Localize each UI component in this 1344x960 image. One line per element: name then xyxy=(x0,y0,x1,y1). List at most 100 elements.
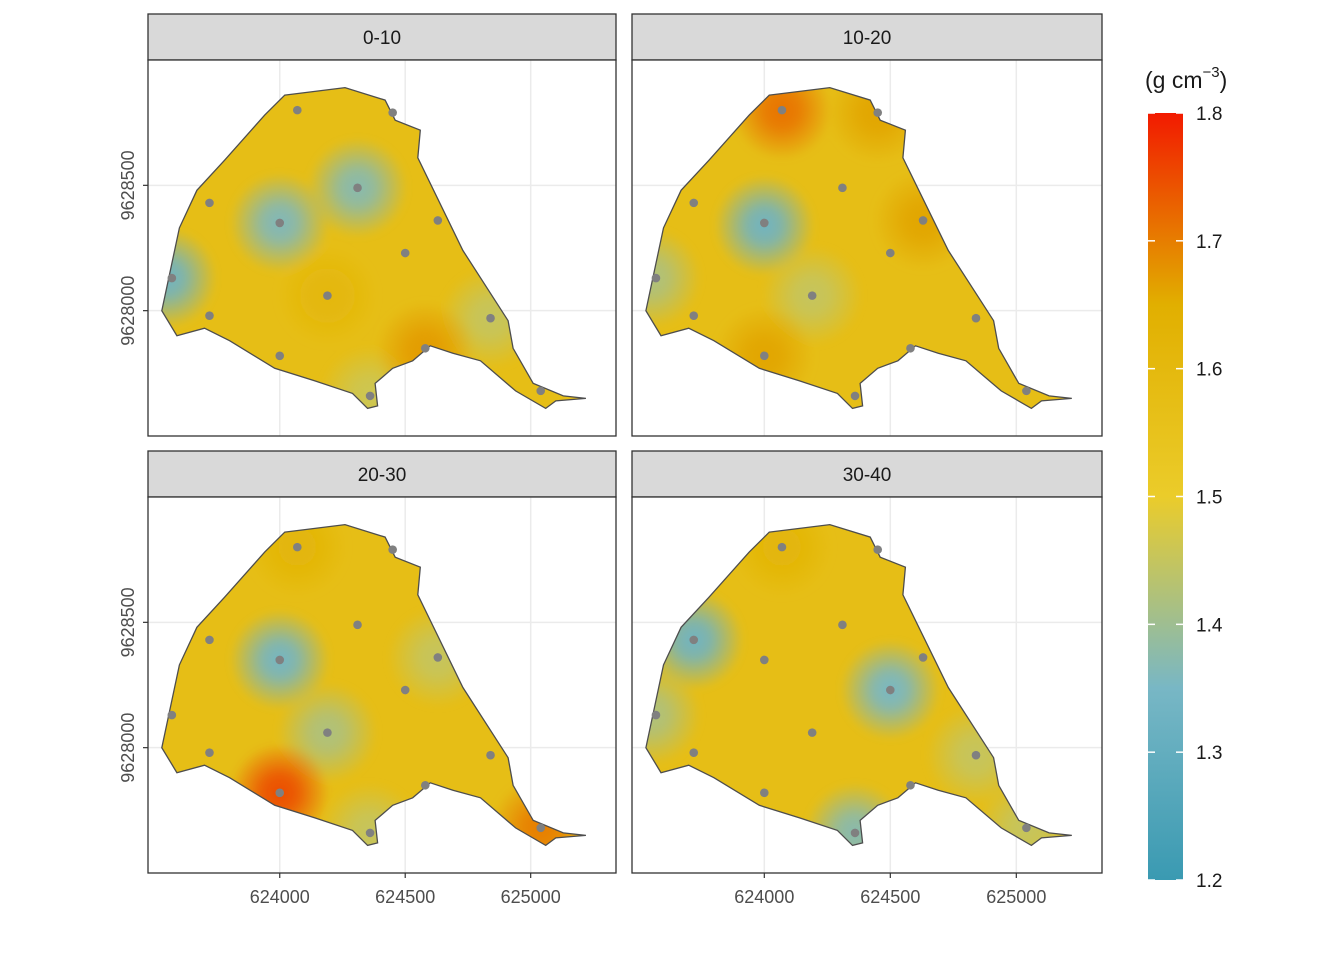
colorbar-tick-label: 1.3 xyxy=(1196,743,1222,764)
facet-strip xyxy=(631,13,1103,61)
sample-point xyxy=(886,248,895,258)
sample-point xyxy=(353,183,362,193)
facet-panel: 0-10 9628000 9628500 xyxy=(118,13,617,437)
sample-point xyxy=(205,748,214,757)
x-tick-label: 624000 xyxy=(250,887,310,907)
sample-point xyxy=(275,351,285,361)
sample-point xyxy=(689,311,699,320)
sample-point xyxy=(918,216,928,225)
sample-point xyxy=(971,750,981,760)
study-area-boundary xyxy=(645,86,1072,410)
sample-point xyxy=(651,273,661,283)
sample-point xyxy=(293,105,302,115)
sample-point xyxy=(275,788,285,798)
legend-title: (g cm−3) xyxy=(1145,64,1227,93)
colorbar-tick-label: 1.8 xyxy=(1196,104,1222,125)
sample-point xyxy=(886,685,895,695)
facet-strip-label: 30-40 xyxy=(843,465,892,486)
y-tick-label: 9628500 xyxy=(118,587,138,657)
panel-border xyxy=(631,496,1103,874)
sample-point xyxy=(536,386,546,396)
sample-point xyxy=(275,218,285,228)
sample-point xyxy=(205,311,214,320)
sample-point xyxy=(400,685,410,695)
sample-point xyxy=(275,655,285,665)
sample-point xyxy=(353,620,362,630)
sample-point xyxy=(807,728,817,737)
sample-point xyxy=(293,542,302,552)
sample-point xyxy=(838,183,847,193)
panel-border xyxy=(631,59,1103,437)
sample-point xyxy=(433,653,443,662)
sample-point xyxy=(536,823,546,833)
sample-point xyxy=(906,343,915,353)
x-tick-label: 625000 xyxy=(986,887,1046,907)
sample-point xyxy=(689,198,699,208)
x-tick-label: 624500 xyxy=(375,887,435,907)
y-tick-label: 9628500 xyxy=(118,150,138,220)
sample-point xyxy=(167,273,177,283)
sample-point xyxy=(689,635,699,645)
colorbar-legend: 1.2 1.3 1.4 1.5 1.6 1.7 1.8 (g cm−3) xyxy=(1145,64,1227,892)
sample-point xyxy=(760,655,769,665)
y-tick-label: 9628000 xyxy=(118,276,138,346)
sample-point xyxy=(167,710,177,720)
sample-point xyxy=(651,710,661,720)
sample-point xyxy=(486,750,495,760)
sample-point xyxy=(906,780,915,790)
sample-point xyxy=(420,343,430,353)
facet-strip xyxy=(147,13,617,61)
x-tick-label: 624500 xyxy=(860,887,920,907)
sample-point xyxy=(205,198,214,208)
facet-strip xyxy=(631,450,1103,498)
colorbar-tick-label: 1.2 xyxy=(1196,871,1222,892)
sample-point xyxy=(388,545,397,554)
sample-point xyxy=(971,313,981,323)
sample-point xyxy=(873,545,883,554)
facet-panels: 0-10 9628000 9628500 10-20 20-30 624000 624500… xyxy=(118,13,1103,907)
colorbar-tick-label: 1.4 xyxy=(1196,615,1223,636)
sample-point xyxy=(689,748,699,757)
x-tick-label: 624000 xyxy=(734,887,794,907)
facet-panel: 20-30 624000 624500 625000 9628000 9628500 xyxy=(118,450,617,907)
sample-point xyxy=(850,391,860,401)
sample-point xyxy=(777,542,787,552)
panel-border xyxy=(147,496,617,874)
facet-strip-label: 20-30 xyxy=(358,465,407,486)
sample-point xyxy=(323,291,332,300)
sample-point xyxy=(838,620,847,630)
facet-panel: 30-40 624000 624500 625000 xyxy=(631,450,1103,907)
sample-point xyxy=(400,248,410,258)
sample-point xyxy=(760,788,769,798)
colorbar-tick-label: 1.6 xyxy=(1196,360,1222,381)
study-area-boundary xyxy=(645,523,1072,847)
sample-point xyxy=(1022,386,1031,396)
sample-point xyxy=(1022,823,1031,833)
sample-point xyxy=(807,291,817,300)
sample-point xyxy=(760,351,769,361)
facet-strip-label: 0-10 xyxy=(363,28,401,49)
facet-strip-label: 10-20 xyxy=(843,28,892,49)
sample-point xyxy=(918,653,928,662)
sample-point xyxy=(205,635,214,645)
study-area-boundary xyxy=(161,86,586,410)
sample-point xyxy=(323,728,332,737)
panel-border xyxy=(147,59,617,437)
colorbar-tick-label: 1.5 xyxy=(1196,488,1222,509)
y-tick-label: 9628000 xyxy=(118,713,138,783)
x-tick-label: 625000 xyxy=(501,887,561,907)
sample-point xyxy=(420,780,430,790)
sample-point xyxy=(365,828,375,838)
facet-panel: 10-20 xyxy=(631,13,1103,437)
facet-strip xyxy=(147,450,617,498)
sample-point xyxy=(873,108,883,117)
sample-point xyxy=(365,391,375,401)
sample-point xyxy=(850,828,860,838)
sample-point xyxy=(486,313,495,323)
colorbar-tick-label: 1.7 xyxy=(1196,232,1222,253)
sample-point xyxy=(760,218,769,228)
study-area-boundary xyxy=(161,523,586,847)
sample-point xyxy=(777,105,787,115)
sample-point xyxy=(388,108,397,117)
